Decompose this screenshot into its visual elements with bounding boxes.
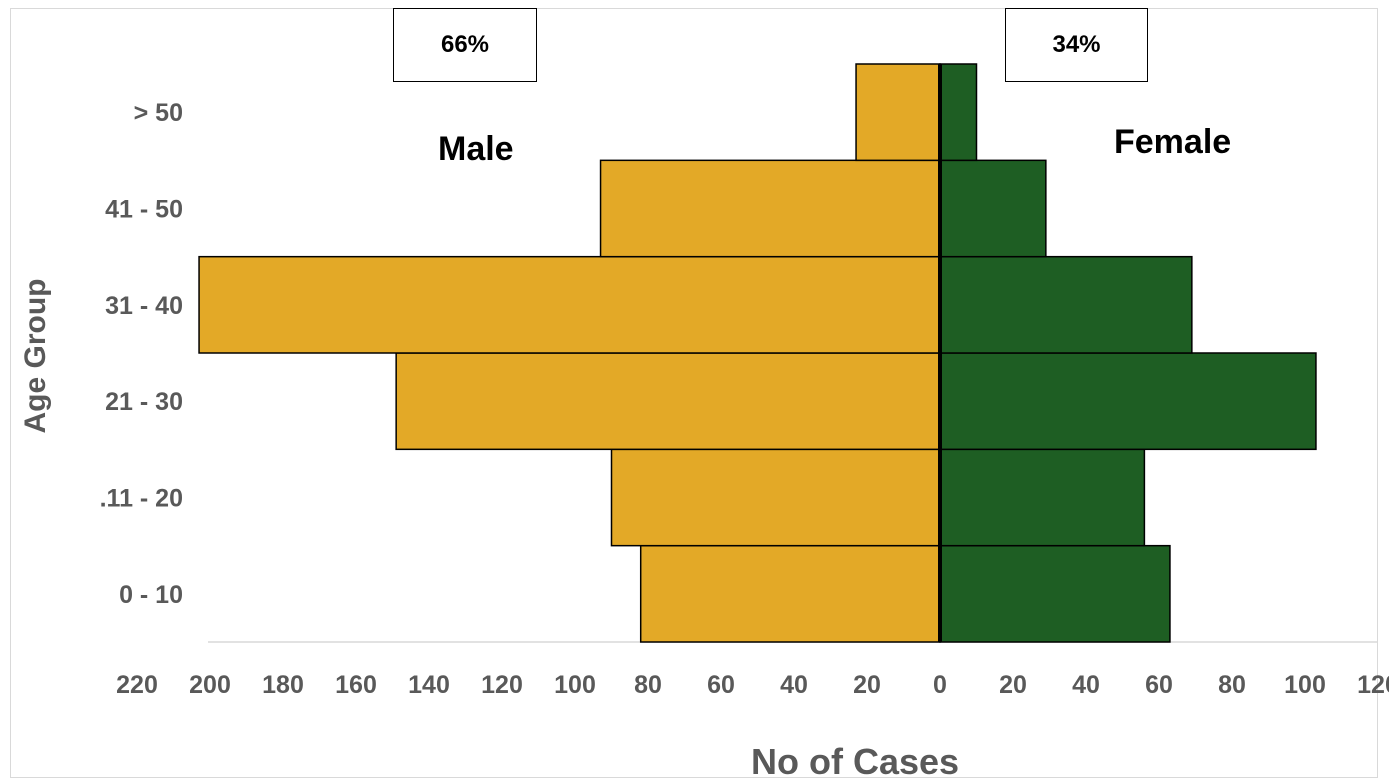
- x-tick-label: 220: [116, 671, 158, 699]
- female-series-label: Female: [1114, 123, 1232, 161]
- x-tick-label: 160: [335, 671, 377, 699]
- x-tick-label: 100: [554, 671, 596, 699]
- x-tick-label: 40: [1072, 671, 1100, 699]
- y-tick-label: 31 - 40: [105, 292, 183, 320]
- male-percentage-box: 66%: [393, 8, 537, 82]
- male-bar: [610, 448, 941, 547]
- female-percentage-box: 34%: [1005, 8, 1148, 82]
- y-tick-label: 41 - 50: [105, 196, 183, 224]
- x-tick-label: 60: [1145, 671, 1173, 699]
- x-tick-label: 120: [481, 671, 523, 699]
- y-axis-title: Age Group: [19, 278, 52, 434]
- female-bar: [939, 63, 978, 162]
- x-tick-label: 180: [262, 671, 304, 699]
- male-series-label: Male: [438, 130, 514, 168]
- male-bar: [395, 352, 941, 451]
- x-tick-label: 80: [634, 671, 662, 699]
- chart-frame: [10, 8, 1378, 778]
- x-tick-label: 200: [189, 671, 231, 699]
- female-bar: [939, 159, 1047, 258]
- female-bar: [939, 544, 1171, 643]
- x-tick-label: 100: [1284, 671, 1326, 699]
- x-tick-label: 0: [933, 671, 947, 699]
- x-tick-label: 20: [999, 671, 1027, 699]
- y-tick-label: 21 - 30: [105, 388, 183, 416]
- male-bar: [198, 255, 941, 354]
- female-bar: [939, 352, 1317, 451]
- male-bar: [639, 544, 941, 643]
- female-bar: [939, 255, 1193, 354]
- x-tick-label: 120: [1357, 671, 1389, 699]
- x-tick-label: 40: [780, 671, 808, 699]
- x-tick-label: 80: [1218, 671, 1246, 699]
- y-tick-label: 0 - 10: [119, 581, 183, 609]
- x-tick-label: 140: [408, 671, 450, 699]
- x-tick-label: 20: [853, 671, 881, 699]
- x-tick-label: 60: [707, 671, 735, 699]
- y-tick-label: > 50: [134, 99, 183, 127]
- male-bar: [599, 159, 941, 258]
- x-axis-title: No of Cases: [750, 741, 960, 782]
- female-bar: [939, 448, 1146, 547]
- male-bar: [855, 63, 941, 162]
- y-tick-label: .11 - 20: [100, 485, 183, 513]
